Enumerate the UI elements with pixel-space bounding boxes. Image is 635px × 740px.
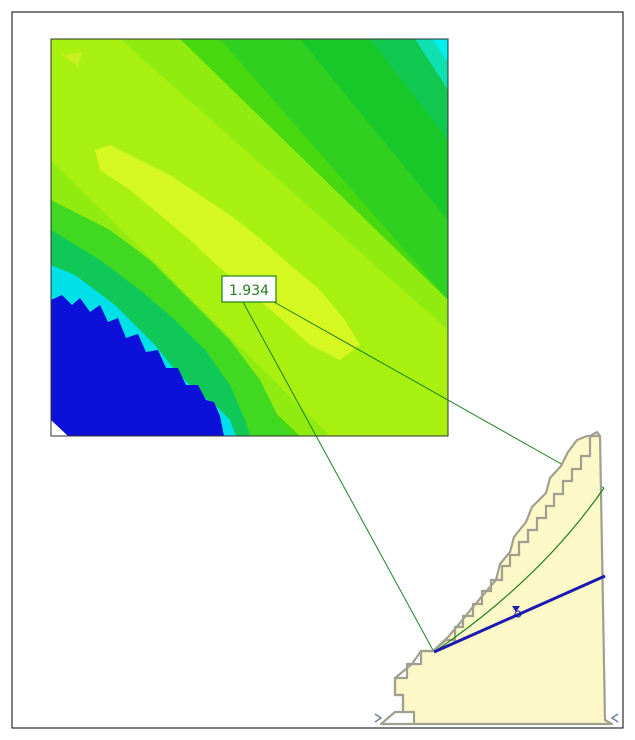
radius-line-crest	[273, 301, 605, 489]
critical-slip-arc[interactable]	[433, 487, 605, 653]
contour-band-cyan-corner	[432, 39, 448, 62]
slope-face-steps	[432, 430, 601, 652]
slip-center-contour-grid[interactable]	[51, 39, 448, 436]
slope-model[interactable]	[374, 430, 619, 726]
contour-band-teal-green	[370, 39, 448, 140]
contour-corner-notch	[51, 420, 68, 436]
radius-line-toe	[242, 301, 435, 653]
safety-factor-value: 1.934	[229, 283, 269, 299]
contour-band-blue	[51, 295, 224, 436]
safety-factor-box	[221, 275, 277, 303]
left-support-arrow-icon	[374, 713, 383, 723]
contour-band-yellow-green	[95, 145, 360, 360]
slope-toe-steps	[380, 649, 433, 725]
water-table-line[interactable]	[433, 574, 606, 654]
viewport-frame	[11, 11, 624, 729]
water-table-marker-icon	[512, 606, 520, 612]
contour-grid-border	[50, 38, 449, 437]
contour-accent	[62, 52, 82, 66]
safety-factor-callout[interactable]: 1.934	[221, 275, 277, 303]
contour-band-aqua	[415, 39, 448, 90]
water-table-circle-icon	[514, 610, 522, 618]
right-support-arrow-icon	[610, 713, 619, 723]
